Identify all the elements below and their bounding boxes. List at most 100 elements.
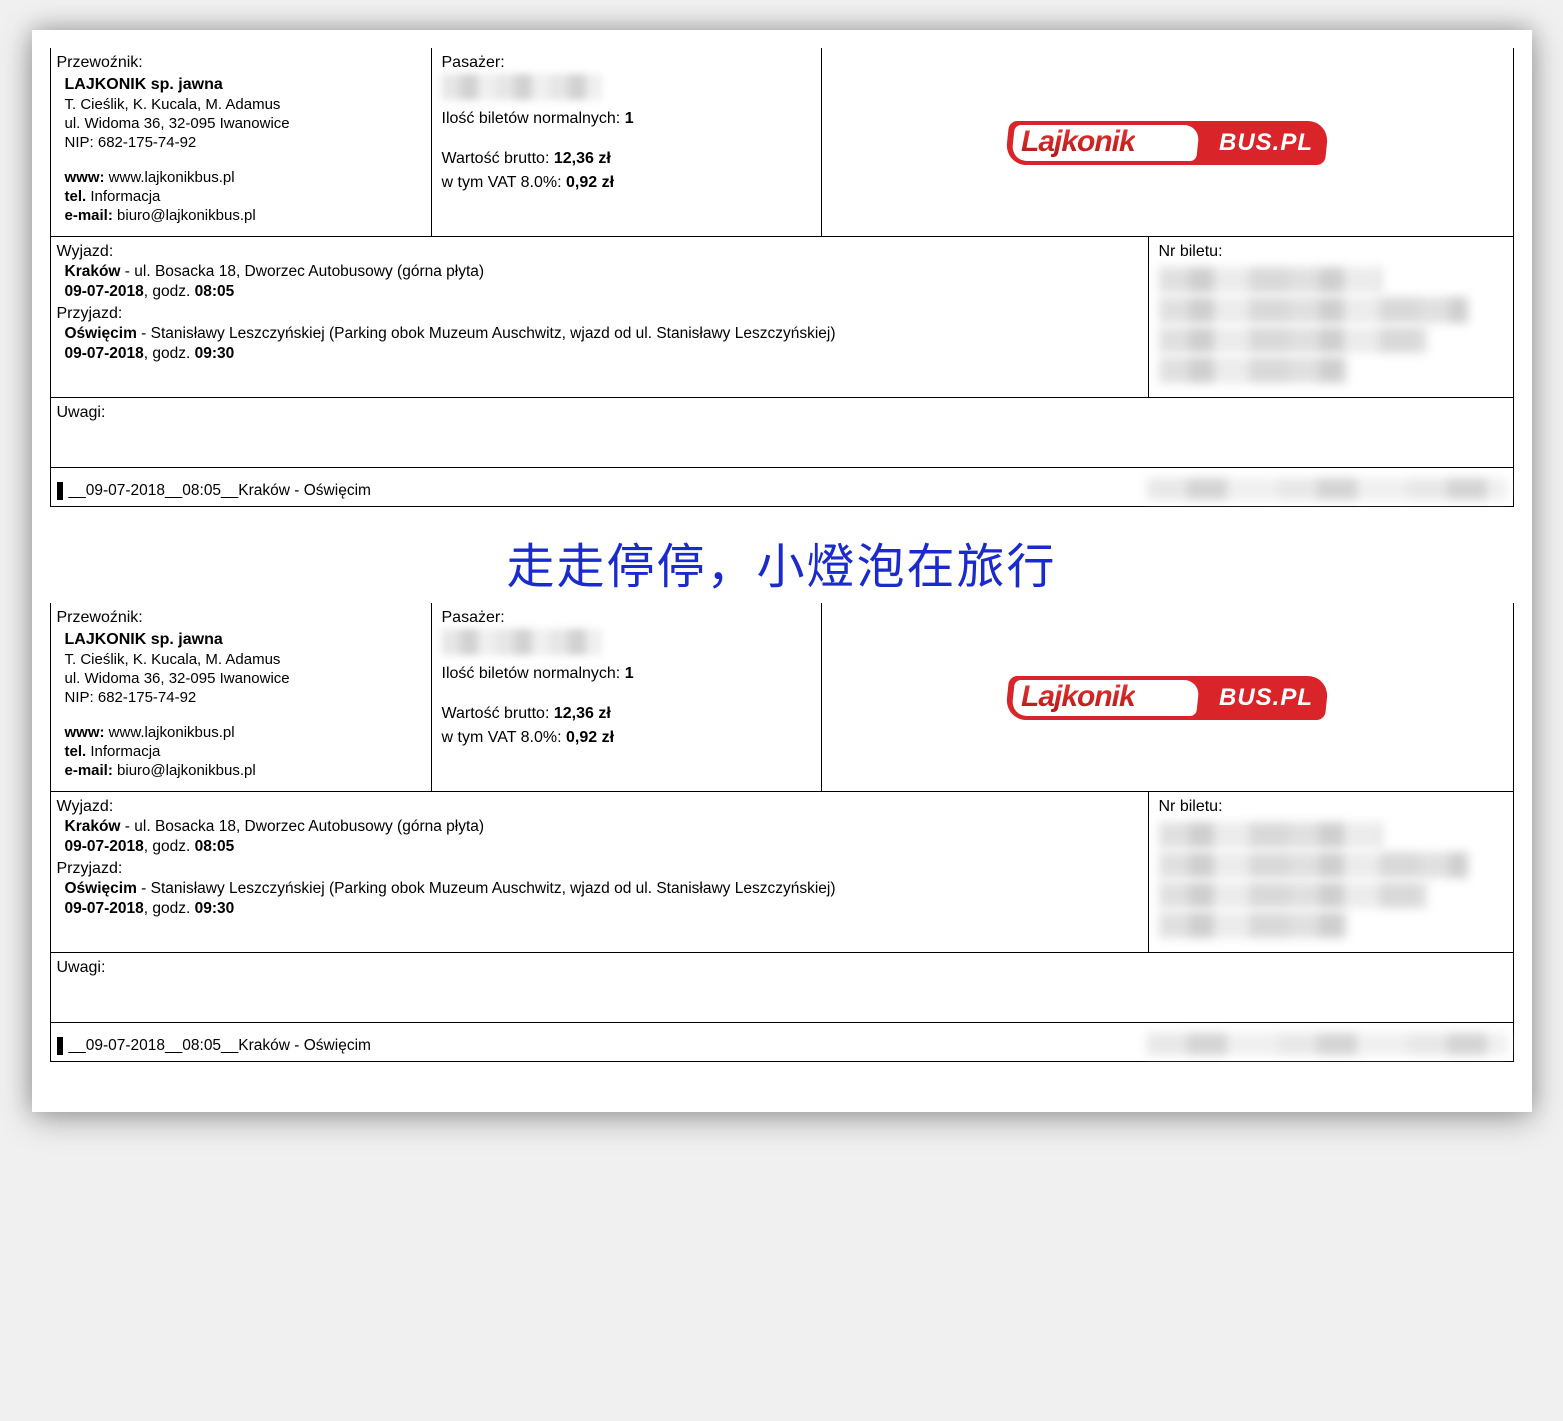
- depart-date: 09-07-2018: [65, 838, 144, 855]
- carrier-label: Przewoźnik:: [57, 54, 421, 72]
- carrier-persons: T. Cieślik, K. Kucala, M. Adamus: [65, 96, 421, 113]
- tel-label: tel.: [65, 188, 87, 205]
- vat-label: w tym VAT 8.0%:: [442, 174, 562, 191]
- logo-suffix-text: BUS.PL: [1219, 129, 1313, 157]
- footer-redacted: [1147, 478, 1507, 500]
- carrier-persons: T. Cieślik, K. Kucala, M. Adamus: [65, 651, 421, 668]
- arrive-time: 09:30: [195, 900, 235, 917]
- ticket-header-row: Przewoźnik: LAJKONIK sp. jawna T. Cieśli…: [51, 48, 1513, 237]
- remarks-label: Uwagi:: [57, 959, 106, 976]
- logo-suffix-text: BUS.PL: [1219, 684, 1313, 712]
- arrive-city: Oświęcim: [65, 880, 137, 897]
- arrive-date: 09-07-2018: [65, 900, 144, 917]
- depart-location: Kraków - ul. Bosacka 18, Dworzec Autobus…: [65, 263, 1138, 281]
- carrier-name: LAJKONIK sp. jawna: [65, 76, 421, 94]
- email-label: e-mail:: [65, 207, 113, 224]
- depart-time: 08:05: [195, 283, 235, 300]
- arrive-detail: - Stanisławy Leszczyńskiej (Parking obok…: [137, 880, 836, 897]
- footer-line: __09-07-2018__08:05__Kraków - Oświęcim: [51, 1023, 1513, 1062]
- footer-tick-icon: [57, 482, 63, 500]
- tel-value: Informacja: [90, 188, 160, 205]
- remarks-row: Uwagi:: [51, 953, 1513, 1023]
- vat-line: w tym VAT 8.0%: 0,92 zł: [442, 729, 811, 747]
- ticket-number-column: Nr biletu:: [1148, 792, 1513, 952]
- passenger-redacted: [442, 629, 602, 655]
- tel-value: Informacja: [90, 743, 160, 760]
- vat-value: 0,92 zł: [566, 174, 614, 191]
- arrive-datetime: 09-07-2018, godz. 09:30: [65, 345, 1138, 363]
- ticket-no-redacted: [1159, 267, 1503, 383]
- depart-label: Wyjazd:: [57, 243, 1138, 261]
- ticket-1: Przewoźnik: LAJKONIK sp. jawna T. Cieśli…: [50, 48, 1514, 507]
- carrier-column: Przewoźnik: LAJKONIK sp. jawna T. Cieśli…: [51, 603, 431, 791]
- normal-tickets-label: Ilość biletów normalnych:: [442, 110, 621, 127]
- carrier-column: Przewoźnik: LAJKONIK sp. jawna T. Cieśli…: [51, 48, 431, 236]
- passenger-column: Pasażer: Ilość biletów normalnych: 1 War…: [431, 48, 821, 236]
- tel-line: tel. Informacja: [65, 188, 421, 205]
- carrier-nip: NIP: 682-175-74-92: [65, 689, 421, 706]
- normal-tickets-value: 1: [625, 665, 634, 682]
- gross-value: 12,36 zł: [554, 150, 611, 167]
- handwriting-overlay: 走走停停，小燈泡在旅行: [50, 517, 1514, 603]
- lajkonik-logo: Lajkonik BUS.PL: [1007, 668, 1327, 726]
- depart-location: Kraków - ul. Bosacka 18, Dworzec Autobus…: [65, 818, 1138, 836]
- email-label: e-mail:: [65, 762, 113, 779]
- depart-detail: - ul. Bosacka 18, Dworzec Autobusowy (gó…: [121, 818, 485, 835]
- depart-datetime: 09-07-2018, godz. 08:05: [65, 838, 1138, 856]
- www-line: www: www.lajkonikbus.pl: [65, 724, 421, 741]
- carrier-nip-label: NIP:: [65, 689, 94, 706]
- arrive-location: Oświęcim - Stanisławy Leszczyńskiej (Par…: [65, 325, 1138, 343]
- lajkonik-logo: Lajkonik BUS.PL: [1007, 113, 1327, 171]
- logo-brand-text: Lajkonik: [1021, 680, 1135, 714]
- ticket-2: Przewoźnik: LAJKONIK sp. jawna T. Cieśli…: [50, 603, 1514, 1062]
- email-value: biuro@lajkonikbus.pl: [117, 762, 256, 779]
- depart-detail: - ul. Bosacka 18, Dworzec Autobusowy (gó…: [121, 263, 485, 280]
- normal-tickets-label: Ilość biletów normalnych:: [442, 665, 621, 682]
- depart-time-label: , godz.: [144, 283, 195, 300]
- www-label: www:: [65, 724, 105, 741]
- carrier-nip-value: 682-175-74-92: [98, 134, 196, 151]
- arrive-time-label: , godz.: [144, 345, 195, 362]
- www-line: www: www.lajkonikbus.pl: [65, 169, 421, 186]
- www-value: www.lajkonikbus.pl: [109, 169, 235, 186]
- normal-tickets: Ilość biletów normalnych: 1: [442, 110, 811, 128]
- passenger-label: Pasażer:: [442, 609, 811, 627]
- carrier-address: ul. Widoma 36, 32-095 Iwanowice: [65, 115, 421, 132]
- journey-details: Wyjazd: Kraków - ul. Bosacka 18, Dworzec…: [51, 792, 1148, 952]
- carrier-name: LAJKONIK sp. jawna: [65, 631, 421, 649]
- email-value: biuro@lajkonikbus.pl: [117, 207, 256, 224]
- remarks-label: Uwagi:: [57, 404, 106, 421]
- remarks-row: Uwagi:: [51, 398, 1513, 468]
- gross-label: Wartość brutto:: [442, 705, 550, 722]
- depart-label: Wyjazd:: [57, 798, 1138, 816]
- arrive-datetime: 09-07-2018, godz. 09:30: [65, 900, 1138, 918]
- arrive-date: 09-07-2018: [65, 345, 144, 362]
- logo-column: Lajkonik BUS.PL: [821, 48, 1513, 236]
- logo-brand-text: Lajkonik: [1021, 125, 1135, 159]
- ticket-no-label: Nr biletu:: [1159, 798, 1503, 816]
- gross-line: Wartość brutto: 12,36 zł: [442, 705, 811, 723]
- arrive-city: Oświęcim: [65, 325, 137, 342]
- arrive-label: Przyjazd:: [57, 305, 1138, 323]
- gross-line: Wartość brutto: 12,36 zł: [442, 150, 811, 168]
- www-value: www.lajkonikbus.pl: [109, 724, 235, 741]
- depart-city: Kraków: [65, 263, 121, 280]
- ticket-header-row: Przewoźnik: LAJKONIK sp. jawna T. Cieśli…: [51, 603, 1513, 792]
- footer-redacted: [1147, 1033, 1507, 1055]
- vat-value: 0,92 zł: [566, 729, 614, 746]
- tel-label: tel.: [65, 743, 87, 760]
- footer-line: __09-07-2018__08:05__Kraków - Oświęcim: [51, 468, 1513, 507]
- normal-tickets: Ilość biletów normalnych: 1: [442, 665, 811, 683]
- ticket-no-label: Nr biletu:: [1159, 243, 1503, 261]
- depart-time-label: , godz.: [144, 838, 195, 855]
- journey-details: Wyjazd: Kraków - ul. Bosacka 18, Dworzec…: [51, 237, 1148, 397]
- arrive-time-label: , godz.: [144, 900, 195, 917]
- depart-city: Kraków: [65, 818, 121, 835]
- gross-label: Wartość brutto:: [442, 150, 550, 167]
- arrive-location: Oświęcim - Stanisławy Leszczyńskiej (Par…: [65, 880, 1138, 898]
- www-label: www:: [65, 169, 105, 186]
- journey-row: Wyjazd: Kraków - ul. Bosacka 18, Dworzec…: [51, 792, 1513, 953]
- arrive-detail: - Stanisławy Leszczyńskiej (Parking obok…: [137, 325, 836, 342]
- normal-tickets-value: 1: [625, 110, 634, 127]
- carrier-label: Przewoźnik:: [57, 609, 421, 627]
